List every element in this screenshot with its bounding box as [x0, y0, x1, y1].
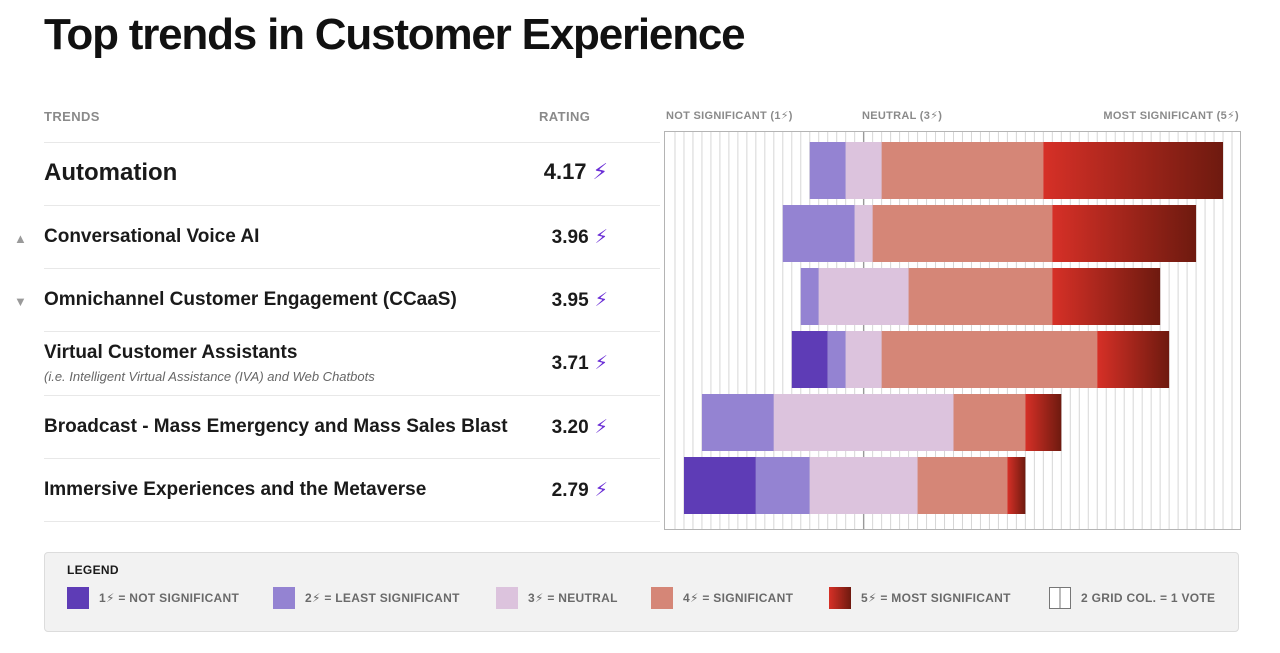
stacked-bar-chart	[664, 131, 1241, 530]
segment-least-significant	[800, 268, 819, 325]
rating-value: 3.96	[551, 227, 589, 248]
segment-most-significant	[1052, 268, 1161, 325]
bolt-icon: ⚡	[592, 159, 608, 184]
trend-label-conversational-voice-ai: Conversational Voice AI	[44, 226, 260, 247]
segment-most-significant	[1007, 457, 1026, 514]
bolt-icon: ⚡	[594, 353, 608, 374]
legend-label: 2⚡ = LEAST SIGNIFICANT	[305, 591, 460, 605]
legend-label: 4⚡ = SIGNIFICANT	[683, 591, 794, 605]
legend-item-grid-col: 2 GRID COL. = 1 VOTE	[1049, 586, 1215, 610]
legend-label: 2 GRID COL. = 1 VOTE	[1081, 591, 1216, 605]
bolt-icon: ⚡	[594, 480, 608, 501]
segment-least-significant	[755, 457, 810, 514]
neutral-header: NEUTRAL (3⚡)	[862, 110, 943, 122]
segment-least-significant	[782, 205, 855, 262]
trends-header: TRENDS	[44, 109, 100, 124]
segment-neutral	[854, 205, 873, 262]
segment-neutral	[809, 457, 918, 514]
segment-significant	[917, 457, 1008, 514]
trend-label-broadcast: Broadcast - Mass Emergency and Mass Sale…	[44, 416, 508, 437]
row-separator	[44, 458, 660, 459]
segment-significant	[881, 331, 1098, 388]
chart-frame	[664, 131, 1241, 530]
row-separator	[44, 521, 660, 522]
row-separator	[44, 395, 660, 396]
trend-label-virtual-customer-assistants: Virtual Customer Assistants	[44, 342, 298, 363]
segment-least-significant	[827, 331, 846, 388]
segment-not-significant	[683, 457, 756, 514]
legend-label: 5⚡ = MOST SIGNIFICANT	[861, 591, 1011, 605]
legend-swatch-3	[496, 587, 518, 609]
segment-least-significant	[809, 142, 846, 199]
rating-broadcast: 3.20 ⚡	[552, 416, 608, 439]
segment-not-significant	[791, 331, 828, 388]
trend-label-omnichannel: Omnichannel Customer Engagement (CCaaS)	[44, 289, 457, 310]
segment-neutral	[773, 394, 954, 451]
rating-virtual-customer-assistants: 3.71 ⚡	[552, 352, 608, 375]
legend-item-not-significant: 1⚡ = NOT SIGNIFICANT	[67, 586, 239, 610]
legend-item-most-significant: 5⚡ = MOST SIGNIFICANT	[829, 586, 1011, 610]
legend-item-least-significant: 2⚡ = LEAST SIGNIFICANT	[273, 586, 460, 610]
row-separator	[44, 331, 660, 332]
most-significant-header: MOST SIGNIFICANT (5⚡)	[1103, 110, 1239, 122]
segment-neutral	[845, 142, 882, 199]
legend-item-neutral: 3⚡ = NEUTRAL	[496, 586, 618, 610]
bolt-icon: ⚡	[594, 417, 608, 438]
page-title: Top trends in Customer Experience	[44, 10, 746, 59]
trend-sublabel-virtual-customer-assistants: (i.e. Intelligent Virtual Assistance (IV…	[44, 369, 375, 384]
rating-value: 2.79	[551, 480, 589, 501]
trend-up-icon: ▲	[14, 231, 27, 246]
segment-most-significant	[1097, 331, 1170, 388]
rating-value: 3.71	[551, 353, 589, 374]
rating-header: RATING	[539, 109, 591, 124]
segment-most-significant	[1043, 142, 1224, 199]
trend-label-immersive: Immersive Experiences and the Metaverse	[44, 479, 427, 500]
rating-value: 4.17	[543, 159, 587, 184]
segment-neutral	[818, 268, 909, 325]
segment-significant	[908, 268, 1053, 325]
row-separator	[44, 142, 660, 143]
segment-neutral	[845, 331, 882, 388]
legend-label: 1⚡ = NOT SIGNIFICANT	[99, 591, 240, 605]
legend-swatch-2	[273, 587, 295, 609]
segment-significant	[953, 394, 1026, 451]
rating-automation: 4.17 ⚡	[544, 159, 608, 185]
not-significant-header: NOT SIGNIFICANT (1⚡)	[666, 110, 793, 122]
segment-most-significant	[1025, 394, 1062, 451]
segment-most-significant	[1052, 205, 1197, 262]
row-separator	[44, 268, 660, 269]
rating-value: 3.20	[551, 417, 589, 438]
rating-conversational-voice-ai: 3.96 ⚡	[552, 226, 608, 249]
segment-significant	[881, 142, 1044, 199]
legend-swatch-1	[67, 587, 89, 609]
grid-column-icon	[1049, 587, 1071, 609]
bolt-icon: ⚡	[594, 290, 608, 311]
trend-label-automation: Automation	[44, 159, 178, 186]
legend-swatch-4	[651, 587, 673, 609]
legend-label: 3⚡ = NEUTRAL	[528, 591, 618, 605]
segment-least-significant	[701, 394, 774, 451]
segment-significant	[872, 205, 1053, 262]
legend: LEGEND 1⚡ = NOT SIGNIFICANT 2⚡ = LEAST S…	[44, 552, 1239, 632]
legend-swatch-5	[829, 587, 851, 609]
trend-down-icon: ▼	[14, 294, 27, 309]
rating-omnichannel: 3.95 ⚡	[552, 289, 608, 312]
legend-title: LEGEND	[67, 563, 119, 577]
rating-value: 3.95	[551, 290, 589, 311]
row-separator	[44, 205, 660, 206]
legend-item-significant: 4⚡ = SIGNIFICANT	[651, 586, 793, 610]
rating-immersive: 2.79 ⚡	[552, 479, 608, 502]
bolt-icon: ⚡	[594, 227, 608, 248]
